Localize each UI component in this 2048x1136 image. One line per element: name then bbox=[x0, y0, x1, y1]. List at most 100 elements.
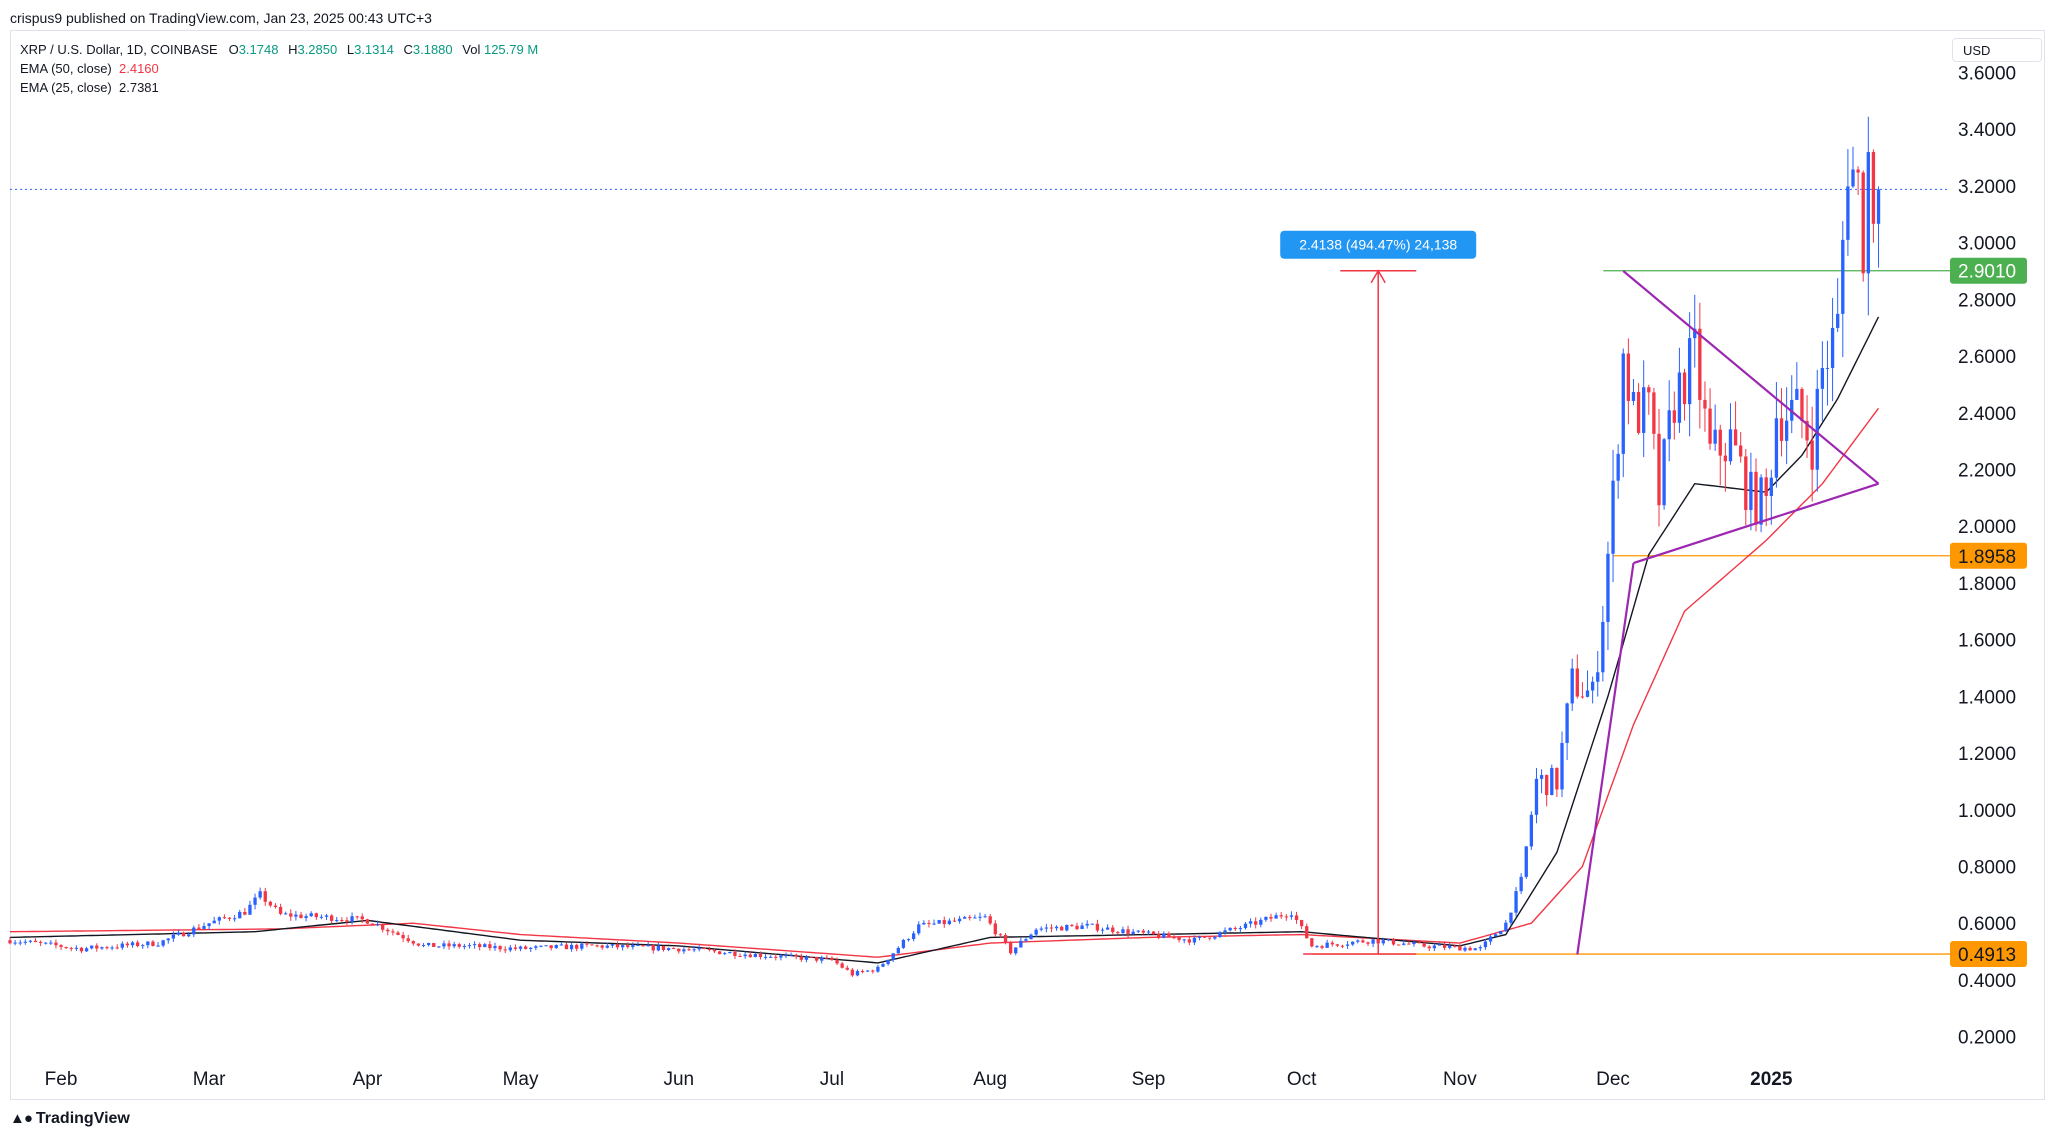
candle-body bbox=[1800, 388, 1804, 421]
candle-body bbox=[1463, 947, 1467, 951]
ema25-row[interactable]: EMA (25, close) 2.7381 bbox=[20, 78, 538, 97]
candle-body bbox=[421, 945, 426, 947]
candle-body bbox=[84, 948, 89, 952]
open-label: O bbox=[228, 42, 239, 57]
candle-body bbox=[830, 957, 834, 960]
candle-body bbox=[855, 971, 860, 976]
candle-body bbox=[1529, 814, 1534, 847]
candle-body bbox=[1248, 921, 1253, 924]
candle-body bbox=[1019, 940, 1023, 948]
candle-body bbox=[411, 941, 415, 944]
candle-body bbox=[677, 948, 681, 952]
candle-body bbox=[452, 944, 456, 947]
candle-body bbox=[1836, 313, 1840, 328]
candle-body bbox=[227, 917, 232, 919]
y-tick-label: 0.2000 bbox=[1958, 1028, 2016, 1049]
candle-body bbox=[1146, 931, 1151, 933]
candle-body bbox=[304, 916, 308, 918]
candle-body bbox=[1611, 480, 1615, 554]
candle-body bbox=[748, 954, 752, 958]
candle-body bbox=[1070, 924, 1074, 926]
candle-body bbox=[1345, 944, 1350, 946]
y-tick-label: 1.2000 bbox=[1958, 744, 2016, 765]
candle-body bbox=[866, 970, 870, 972]
candle-body bbox=[932, 923, 936, 925]
candle-body bbox=[1259, 919, 1263, 925]
y-tick-label: 3.0000 bbox=[1958, 234, 2016, 255]
candle-body bbox=[733, 952, 737, 956]
candle-body bbox=[1197, 936, 1202, 938]
candle-body bbox=[804, 956, 809, 960]
candle-body bbox=[1458, 945, 1462, 951]
candle-body bbox=[1488, 936, 1493, 942]
candle-body bbox=[1764, 477, 1768, 496]
candle-body bbox=[294, 914, 298, 917]
candle-body bbox=[370, 923, 375, 926]
candle-body bbox=[1223, 930, 1227, 933]
candle-body bbox=[314, 913, 318, 918]
candle-body bbox=[375, 924, 380, 926]
candle-body bbox=[707, 949, 712, 951]
candle-body bbox=[1565, 703, 1569, 743]
candle-body bbox=[917, 924, 921, 934]
y-tick-label: 2.6000 bbox=[1958, 347, 2016, 368]
candle-body bbox=[1499, 931, 1503, 935]
x-tick-label: Nov bbox=[1443, 1069, 1477, 1090]
symbol-title[interactable]: XRP / U.S. Dollar, 1D, COINBASE bbox=[20, 42, 218, 57]
candle-body bbox=[8, 940, 12, 944]
candle-body bbox=[1442, 944, 1447, 948]
triangle-upper-line bbox=[1622, 270, 1880, 485]
symbol-row[interactable]: XRP / U.S. Dollar, 1D, COINBASE O3.1748 … bbox=[20, 40, 538, 59]
x-tick-label: May bbox=[503, 1069, 539, 1090]
candle-body bbox=[248, 904, 252, 915]
candle-body bbox=[743, 954, 747, 957]
candle-body bbox=[319, 916, 324, 918]
currency-selector[interactable]: USD bbox=[1952, 38, 2042, 62]
candle-body bbox=[1815, 388, 1819, 470]
candle-body bbox=[1514, 891, 1518, 913]
candle-body bbox=[1805, 420, 1809, 441]
candle-body bbox=[1136, 930, 1140, 932]
candle-body bbox=[1478, 947, 1482, 949]
y-tick-label: 3.6000 bbox=[1958, 64, 2016, 85]
candle-body bbox=[508, 947, 512, 951]
candle-body bbox=[896, 947, 900, 954]
candle-body bbox=[554, 944, 558, 949]
price-level-badge-label: 1.8958 bbox=[1958, 547, 2016, 568]
candle-body bbox=[957, 918, 962, 922]
candle-body bbox=[161, 940, 165, 946]
candle-body bbox=[651, 945, 655, 951]
candle-body bbox=[1274, 915, 1278, 919]
ema50-row[interactable]: EMA (50, close) 2.4160 bbox=[20, 59, 538, 78]
candle-body bbox=[1233, 927, 1237, 929]
triangle-lower-line bbox=[1633, 482, 1879, 565]
candle-body bbox=[763, 956, 768, 958]
candle-body bbox=[595, 945, 599, 947]
candle-body bbox=[95, 945, 99, 949]
candle-body bbox=[202, 926, 206, 929]
candle-body bbox=[717, 951, 722, 955]
tradingview-logo[interactable]: ▲● TradingView bbox=[10, 1110, 130, 1128]
candle-body bbox=[1402, 943, 1406, 945]
candle-body bbox=[1728, 429, 1733, 462]
candle-body bbox=[1437, 944, 1442, 946]
candle-body bbox=[1820, 367, 1825, 389]
candle-body bbox=[814, 956, 819, 961]
candle-body bbox=[340, 920, 344, 922]
candle-body bbox=[937, 920, 941, 924]
candle-body bbox=[1493, 934, 1498, 937]
candle-body bbox=[1060, 926, 1064, 931]
ema25-label: EMA (25, close) bbox=[20, 80, 112, 95]
tradingview-logo-icon: ▲● bbox=[10, 1110, 33, 1127]
candle-body bbox=[758, 953, 763, 957]
candle-body bbox=[462, 945, 467, 947]
y-tick-label: 2.8000 bbox=[1958, 290, 2016, 311]
candle-body bbox=[850, 969, 855, 976]
candle-body bbox=[1024, 939, 1028, 941]
candle-body bbox=[350, 916, 354, 922]
candle-body bbox=[1014, 947, 1018, 954]
candle-body bbox=[1590, 681, 1595, 691]
candle-body bbox=[626, 945, 630, 948]
candle-body bbox=[1090, 923, 1094, 925]
